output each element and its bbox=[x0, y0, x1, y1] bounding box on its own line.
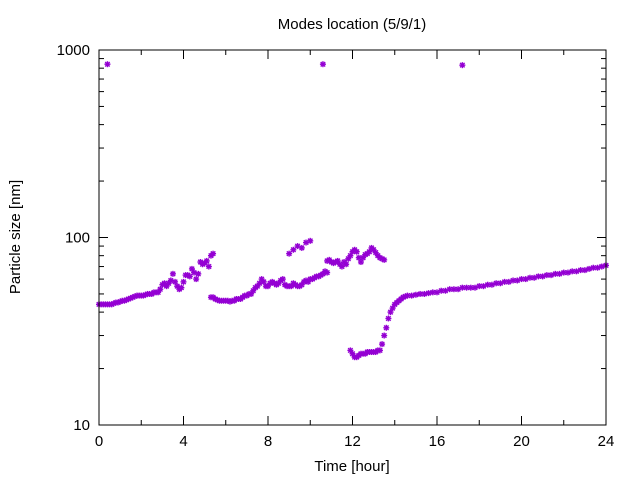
x-tick-label: 4 bbox=[179, 433, 187, 450]
data-point bbox=[467, 284, 474, 291]
data-point bbox=[353, 248, 360, 255]
data-point bbox=[180, 278, 187, 285]
data-point bbox=[343, 261, 350, 268]
x-tick-label: 0 bbox=[95, 433, 103, 450]
data-point bbox=[205, 263, 212, 270]
data-point bbox=[298, 244, 305, 251]
data-point bbox=[104, 61, 111, 68]
data-point bbox=[421, 290, 428, 297]
y-tick-label: 10 bbox=[73, 417, 90, 434]
data-point bbox=[381, 256, 388, 263]
data-point bbox=[324, 269, 331, 276]
data-point bbox=[203, 257, 210, 264]
x-axis-label: Time [hour] bbox=[314, 458, 389, 475]
x-tick-label: 8 bbox=[264, 433, 272, 450]
data-point bbox=[459, 62, 466, 69]
x-tick-label: 20 bbox=[513, 433, 530, 450]
data-point bbox=[279, 276, 286, 283]
data-point bbox=[376, 347, 383, 354]
data-point bbox=[193, 276, 200, 283]
data-point bbox=[195, 270, 202, 277]
x-tick-label: 24 bbox=[598, 433, 615, 450]
x-tick-label: 16 bbox=[429, 433, 446, 450]
data-point bbox=[459, 284, 466, 291]
data-points bbox=[96, 61, 609, 361]
data-point bbox=[438, 287, 445, 294]
y-axis-ticks: 10 100 1000 bbox=[57, 42, 606, 434]
data-point bbox=[450, 286, 457, 293]
y-tick-label: 1000 bbox=[57, 42, 90, 59]
data-point bbox=[286, 250, 293, 257]
data-point bbox=[379, 341, 386, 348]
data-point bbox=[307, 237, 314, 244]
data-point bbox=[338, 263, 345, 270]
plot-frame bbox=[98, 49, 607, 426]
data-point bbox=[178, 284, 185, 291]
x-tick-label: 12 bbox=[344, 433, 361, 450]
data-point bbox=[586, 265, 593, 272]
data-point bbox=[383, 324, 390, 331]
data-point bbox=[254, 283, 261, 290]
data-point bbox=[319, 61, 326, 68]
data-point bbox=[210, 250, 217, 257]
chart-title: Modes location (5/9/1) bbox=[278, 16, 426, 33]
y-tick-label: 100 bbox=[65, 230, 90, 247]
data-point bbox=[569, 268, 576, 275]
data-point bbox=[594, 264, 601, 271]
data-point bbox=[169, 270, 176, 277]
data-point bbox=[501, 278, 508, 285]
data-point bbox=[186, 273, 193, 280]
y-axis-label: Particle size [nm] bbox=[7, 180, 24, 294]
data-point bbox=[385, 315, 392, 322]
data-point bbox=[381, 332, 388, 339]
data-point bbox=[290, 246, 297, 253]
